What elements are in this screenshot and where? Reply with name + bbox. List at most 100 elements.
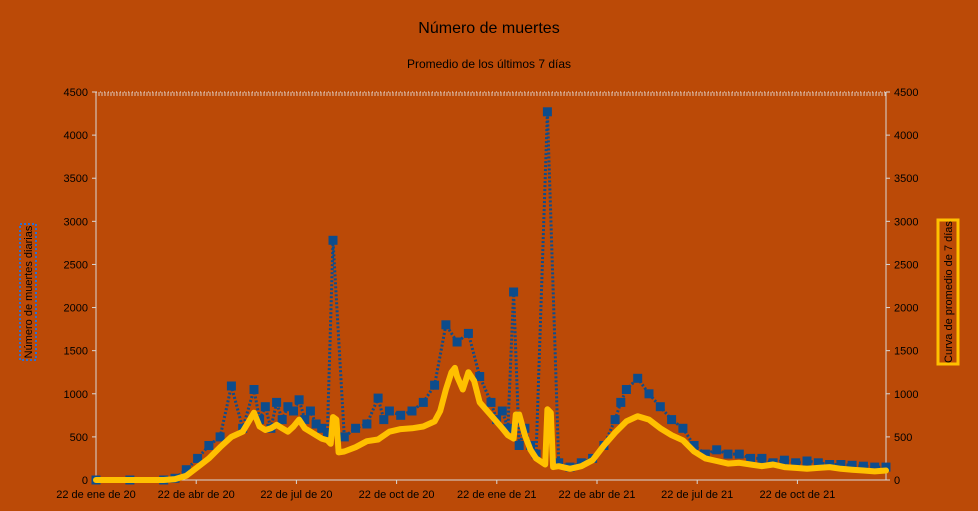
chart-title: Número de muertes xyxy=(418,20,559,37)
daily-deaths-marker xyxy=(503,423,513,433)
y-axis-right-title: Curva de promedio de 7 días xyxy=(943,221,955,363)
y-right-tick-label: 2500 xyxy=(894,259,918,271)
daily-deaths-marker xyxy=(294,395,304,405)
chart-subtitle: Promedio de los últimos 7 días xyxy=(407,57,571,71)
daily-deaths-marker xyxy=(870,462,880,472)
daily-deaths-marker xyxy=(300,415,310,425)
x-tick-label: 22 de oct de 20 xyxy=(359,489,435,501)
daily-deaths-marker xyxy=(226,381,236,391)
y-left-tick-label: 1500 xyxy=(64,346,88,358)
daily-deaths-marker xyxy=(723,449,733,459)
daily-deaths-marker xyxy=(497,406,507,416)
y-right-tick-label: 2000 xyxy=(894,303,918,315)
x-tick-label: 22 de jul de 20 xyxy=(260,489,332,501)
daily-deaths-marker xyxy=(734,449,744,459)
daily-deaths-marker xyxy=(667,415,677,425)
daily-deaths-marker xyxy=(791,458,801,468)
y-left-tick-label: 0 xyxy=(82,475,88,487)
average-line xyxy=(93,364,889,483)
daily-deaths-marker xyxy=(283,402,293,412)
daily-deaths-marker xyxy=(396,410,406,420)
daily-deaths-marker xyxy=(379,415,389,425)
y-left-tick-label: 4500 xyxy=(64,87,88,99)
daily-deaths-marker xyxy=(452,337,462,347)
y-right-tick-label: 4000 xyxy=(894,130,918,142)
daily-deaths-marker xyxy=(289,406,298,416)
daily-deaths-marker xyxy=(215,432,225,442)
y-right-tick-label: 0 xyxy=(894,475,900,487)
daily-deaths-marker xyxy=(712,445,722,455)
daily-deaths-marker xyxy=(700,449,710,459)
daily-deaths-marker xyxy=(610,415,620,425)
daily-deaths-marker xyxy=(757,453,767,463)
daily-deaths-marker xyxy=(847,460,857,470)
y-axis-left-title-frame xyxy=(19,223,37,361)
daily-deaths-marker xyxy=(813,458,823,468)
x-tick-label: 22 de ene de 20 xyxy=(56,489,136,501)
daily-deaths-marker xyxy=(486,397,496,407)
daily-deaths-marker xyxy=(362,419,372,429)
daily-deaths-marker xyxy=(463,328,473,338)
y-right-tick-label: 1500 xyxy=(894,346,918,358)
y-right-tick-label: 500 xyxy=(894,432,912,444)
daily-deaths-marker xyxy=(260,402,270,412)
daily-deaths-marker xyxy=(858,461,868,471)
x-tick-label: 22 de ene de 21 xyxy=(457,489,537,501)
daily-deaths-marker xyxy=(317,423,327,433)
daily-deaths-marker xyxy=(881,462,891,472)
y-left-tick-label: 2500 xyxy=(64,259,88,271)
y-left-tick-label: 1000 xyxy=(64,389,88,401)
daily-deaths-marker xyxy=(322,428,332,438)
daily-deaths-marker xyxy=(181,465,191,475)
x-tick-label: 22 de jul de 21 xyxy=(661,489,733,501)
daily-deaths-marker xyxy=(633,373,643,383)
daily-deaths-marker xyxy=(418,397,428,407)
daily-deaths-marker xyxy=(655,402,665,412)
daily-deaths-marker xyxy=(689,441,699,450)
daily-deaths-marker xyxy=(407,406,417,416)
y-axis-right-title-frame xyxy=(936,218,960,366)
daily-deaths-marker xyxy=(272,397,282,407)
series-7day-average xyxy=(93,364,889,483)
daily-deaths-marker xyxy=(351,423,361,433)
y-left-tick-label: 4000 xyxy=(64,130,88,142)
daily-deaths-marker xyxy=(193,453,203,463)
daily-deaths-marker xyxy=(678,423,688,433)
daily-deaths-marker xyxy=(746,453,756,463)
daily-deaths-marker xyxy=(779,455,789,465)
y-right-tick-label: 1000 xyxy=(894,389,918,401)
daily-deaths-marker xyxy=(249,385,259,394)
x-tick-label: 22 de abr de 21 xyxy=(558,489,635,501)
y-left-tick-label: 3000 xyxy=(64,216,88,228)
daily-deaths-marker xyxy=(311,419,321,429)
daily-deaths-marker xyxy=(616,397,626,407)
daily-deaths-marker xyxy=(576,458,586,468)
daily-deaths-marker xyxy=(621,385,631,394)
daily-deaths-marker xyxy=(475,372,485,381)
y-axis-right-ticks: 0 500 1000 1500 2000 2500 3000 3500 4000 4500 xyxy=(886,87,918,487)
y-right-tick-label: 3500 xyxy=(894,173,918,185)
y-axis-left-ticks: 0 500 1000 1500 2000 2500 3000 3500 4000 4500 xyxy=(64,87,96,487)
daily-deaths-marker xyxy=(277,415,287,425)
y-left-tick-label: 2000 xyxy=(64,303,88,315)
daily-deaths-marker xyxy=(554,458,564,468)
y-right-tick-label: 3000 xyxy=(894,216,918,228)
daily-deaths-marker xyxy=(305,406,315,416)
y-axis-right-title-box: Curva de promedio de 7 días xyxy=(936,218,960,366)
daily-deaths-marker xyxy=(802,456,812,466)
daily-deaths-marker xyxy=(373,393,383,403)
y-axis-left-title-box: Número de muertes diarias xyxy=(19,223,37,361)
y-right-tick-label: 4500 xyxy=(894,87,918,99)
y-left-tick-label: 3500 xyxy=(64,173,88,185)
daily-deaths-marker xyxy=(514,441,524,450)
x-tick-label: 22 de abr de 20 xyxy=(158,489,235,501)
daily-deaths-marker xyxy=(836,460,846,469)
daily-deaths-marker xyxy=(204,441,214,450)
daily-deaths-marker xyxy=(430,380,440,390)
daily-deaths-marker xyxy=(339,432,349,442)
daily-deaths-marker xyxy=(509,287,519,297)
x-axis-ticks: 22 de ene de 20 22 de abr de 20 22 de jul … xyxy=(56,92,886,501)
x-tick-label: 22 de oct de 21 xyxy=(759,489,835,501)
